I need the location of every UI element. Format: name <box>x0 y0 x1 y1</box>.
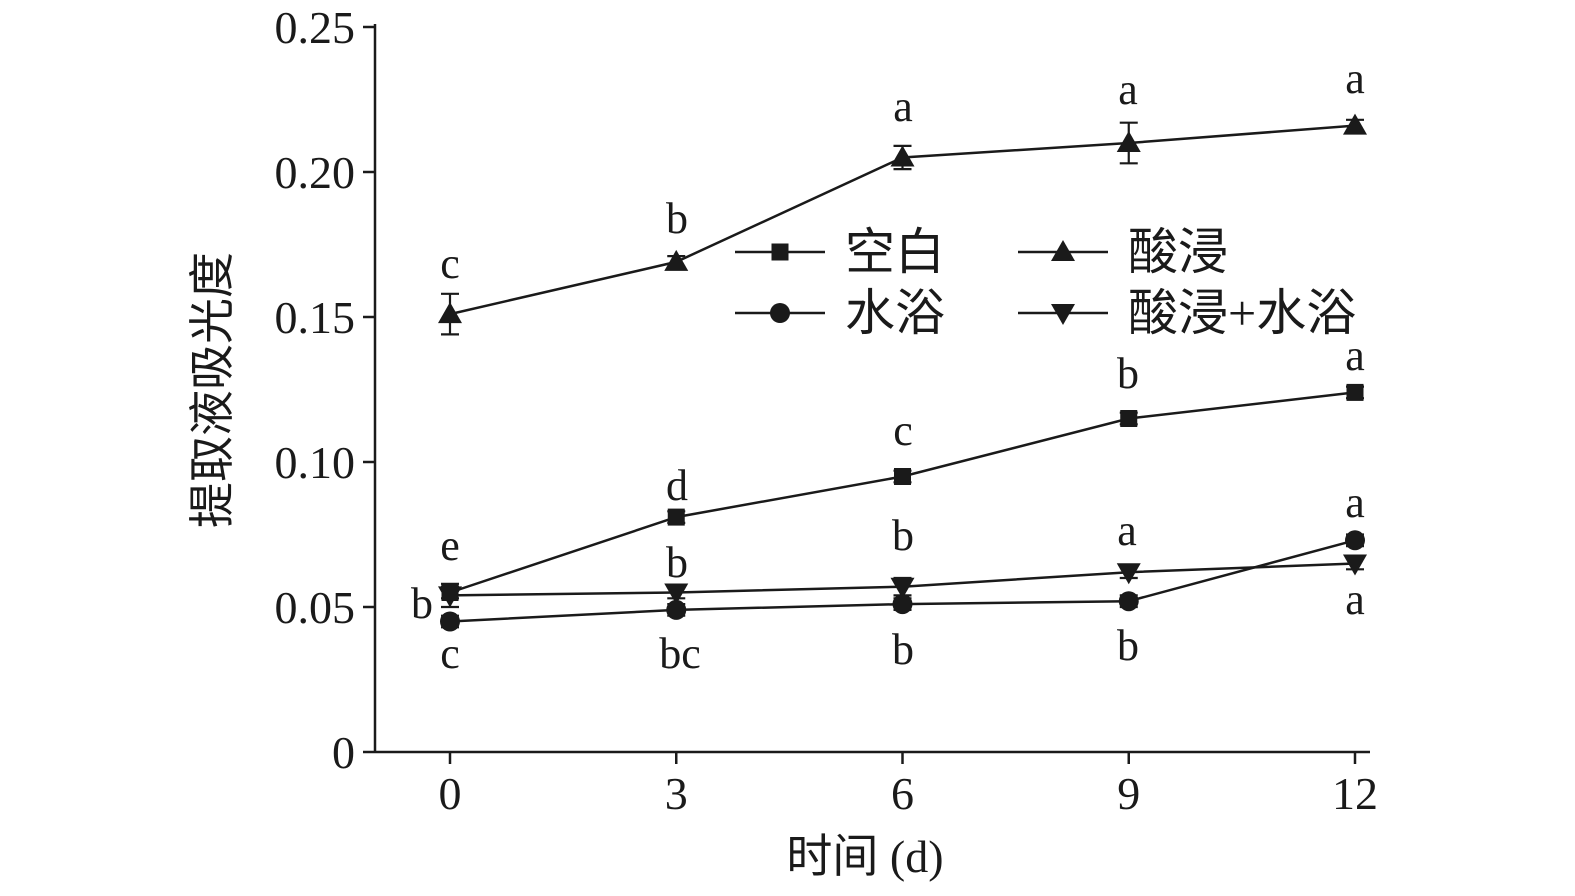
legend-item: 酸浸+水浴 <box>1018 285 1356 341</box>
legend-label: 酸浸+水浴 <box>1128 285 1356 341</box>
legend-marker <box>770 303 790 323</box>
legend-marker <box>1051 304 1075 325</box>
data-point <box>667 508 685 526</box>
significance-letter: c <box>893 406 913 455</box>
y-tick-label: 0.10 <box>275 437 356 488</box>
legend-label: 酸浸 <box>1128 224 1228 280</box>
data-point <box>666 599 687 620</box>
data-point <box>1345 530 1365 551</box>
data-point <box>1118 591 1139 612</box>
data-point <box>890 577 915 599</box>
significance-letter: b <box>892 511 914 560</box>
data-point <box>664 249 689 271</box>
significance-letter: c <box>440 239 460 288</box>
data-point <box>438 302 462 324</box>
significance-letter: a <box>1118 65 1138 114</box>
data-point <box>1343 554 1367 576</box>
data-point <box>894 468 911 485</box>
data-point <box>440 611 460 632</box>
significance-letter: a <box>893 82 913 131</box>
x-tick-label: 12 <box>1332 768 1378 819</box>
legend-item: 空白 <box>735 224 945 280</box>
data-point <box>664 583 689 605</box>
x-tick-label: 0 <box>439 768 462 819</box>
data-point <box>1346 383 1364 401</box>
legend-marker <box>771 243 789 261</box>
significance-letter: b <box>666 538 688 587</box>
legend-marker <box>1051 240 1075 261</box>
y-tick-label: 0.15 <box>275 292 356 343</box>
data-point <box>1116 563 1141 585</box>
x-tick-label: 3 <box>665 768 688 819</box>
data-point <box>892 594 913 615</box>
significance-letter: b <box>411 579 433 628</box>
y-tick-label: 0.20 <box>275 147 356 198</box>
significance-letter: a <box>1345 331 1365 380</box>
x-tick-label: 9 <box>1117 768 1140 819</box>
significance-letter: b <box>1117 621 1139 670</box>
significance-letter: c <box>440 629 460 678</box>
significance-letter: e <box>440 521 460 570</box>
significance-letter: a <box>1345 478 1365 527</box>
legend-label: 水浴 <box>845 285 945 341</box>
data-point <box>438 586 462 608</box>
y-axis-label: 提取液吸光度 <box>187 252 238 528</box>
significance-letter: a <box>1117 506 1137 555</box>
series-2 <box>438 113 1367 336</box>
significance-letter: b <box>892 625 914 674</box>
data-point <box>1116 131 1141 152</box>
legend-item: 酸浸 <box>1018 224 1228 280</box>
significance-letter: b <box>666 194 688 243</box>
data-point <box>1120 410 1138 427</box>
legend-item: 水浴 <box>735 285 945 341</box>
data-point <box>1343 113 1367 135</box>
y-tick-label: 0.05 <box>275 582 356 633</box>
y-tick-label: 0.25 <box>275 2 356 53</box>
series-layer <box>438 113 1367 632</box>
legend-label: 空白 <box>845 224 945 280</box>
x-axis-label: 时间 (d) <box>786 831 943 882</box>
significance-letter: b <box>1117 349 1139 398</box>
x-tick-label: 6 <box>891 768 914 819</box>
data-point <box>890 145 915 167</box>
series-4 <box>438 554 1367 609</box>
axes: 0 0.05 0.10 0.15 0.20 0.25 0 3 6 9 12 <box>275 2 1379 819</box>
significance-letter: bc <box>659 629 701 678</box>
y-tick-label: 0 <box>332 727 355 778</box>
significance-letter: a <box>1345 54 1365 103</box>
significance-letter: a <box>1345 575 1365 624</box>
significance-letter: d <box>666 461 688 510</box>
